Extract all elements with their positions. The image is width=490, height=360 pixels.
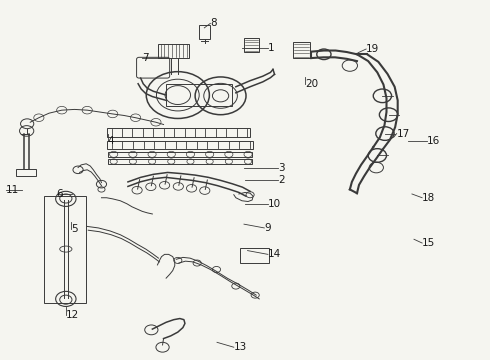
Text: 12: 12 <box>66 310 79 320</box>
Text: 2: 2 <box>278 175 285 185</box>
Text: 18: 18 <box>422 193 436 203</box>
Text: 13: 13 <box>234 342 247 352</box>
Text: 1: 1 <box>268 43 274 53</box>
Text: 9: 9 <box>264 223 271 233</box>
Text: 10: 10 <box>268 199 281 209</box>
Text: 20: 20 <box>305 80 318 90</box>
Text: 14: 14 <box>268 249 281 259</box>
Text: 8: 8 <box>210 18 217 28</box>
Text: 16: 16 <box>427 136 441 146</box>
Text: 11: 11 <box>6 185 19 195</box>
Text: 4: 4 <box>108 136 114 146</box>
Text: 15: 15 <box>422 238 436 248</box>
Text: 6: 6 <box>57 189 63 199</box>
Text: 19: 19 <box>366 44 379 54</box>
Text: 5: 5 <box>71 224 77 234</box>
Text: 17: 17 <box>397 129 410 139</box>
Text: 3: 3 <box>278 163 285 172</box>
Text: 7: 7 <box>142 53 149 63</box>
